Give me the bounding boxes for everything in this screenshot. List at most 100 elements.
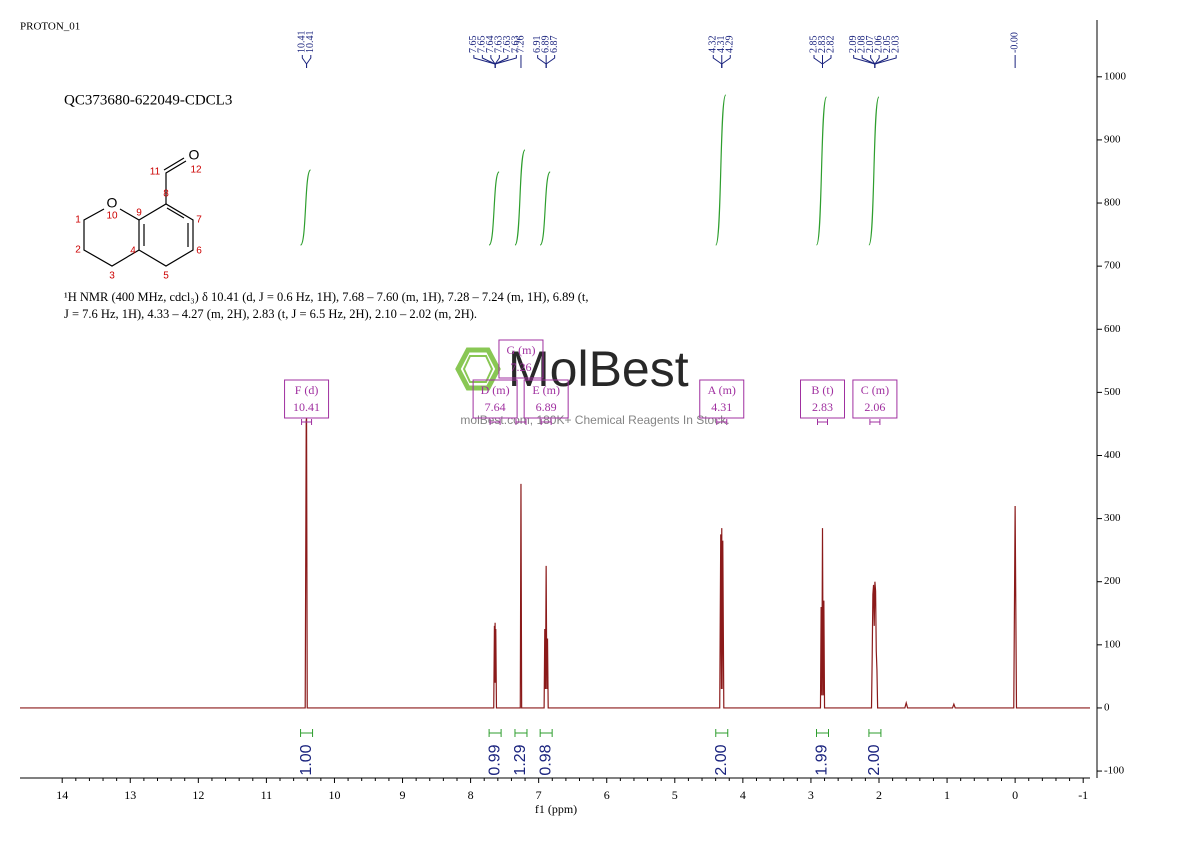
x-tick-label: 0 xyxy=(1012,788,1018,802)
multiplet-range xyxy=(540,419,552,425)
x-tick-label: 14 xyxy=(56,788,68,802)
atom-label: 8 xyxy=(163,189,169,200)
peak-label: 2.03 xyxy=(890,36,901,54)
integral-curve xyxy=(299,169,312,246)
multiplet-range xyxy=(869,419,881,425)
multiplet-box xyxy=(472,379,518,419)
multiplet-shift: 7.64 xyxy=(485,400,506,414)
peak-label: 4.29 xyxy=(725,36,736,54)
multiplet-box xyxy=(284,379,330,419)
integral-bracket xyxy=(868,729,882,737)
description: J = 7.6 Hz, 1H), 4.33 – 4.27 (m, 2H), 2.… xyxy=(64,307,477,321)
multiplet-name: E (m) xyxy=(532,383,560,397)
atom-label: 4 xyxy=(130,246,136,257)
atom-label: 7 xyxy=(196,215,202,226)
multiplet-range xyxy=(301,419,313,425)
peak-label: 6.89 xyxy=(540,36,551,54)
multiplet-name: C (m) xyxy=(861,383,889,397)
x-tick-label: 3 xyxy=(808,788,814,802)
integral-bracket xyxy=(514,729,528,737)
multiplet-name: G (m) xyxy=(506,343,535,357)
peak-pointer xyxy=(874,55,880,68)
y-tick-label: 0 xyxy=(1104,701,1110,713)
multiplet-shift: 6.89 xyxy=(536,400,557,414)
multiplet-name: F (d) xyxy=(295,383,319,397)
multiplet-name: D (m) xyxy=(481,383,510,397)
atom-label: 2 xyxy=(75,245,81,256)
integral-label: 2.00 xyxy=(713,744,730,775)
atom-label: 3 xyxy=(109,271,115,282)
y-tick-label: 100 xyxy=(1104,638,1121,650)
multiplet-range xyxy=(817,419,828,425)
peak-pointer xyxy=(473,55,496,68)
multiplet-shift: 2.83 xyxy=(812,400,833,414)
atom-label: 5 xyxy=(163,271,169,282)
x-tick-label: 10 xyxy=(328,788,340,802)
y-tick-label: 800 xyxy=(1104,197,1121,209)
peak-pointer xyxy=(822,55,832,68)
peak-pointer xyxy=(721,55,731,68)
watermark-tagline: molBest.com, 180K+ Chemical Reagents In … xyxy=(460,413,729,427)
ring-bonds xyxy=(138,203,194,267)
integral-bracket xyxy=(539,729,553,737)
integral-bracket xyxy=(300,729,314,737)
x-tick-label: 6 xyxy=(604,788,610,802)
peak-label: 7.63 xyxy=(502,35,513,53)
y-tick-label: 300 xyxy=(1104,512,1121,524)
multiplet-box xyxy=(800,379,845,419)
atom-label: O xyxy=(189,147,200,163)
peak-pointer xyxy=(306,55,312,68)
integral-bracket xyxy=(715,729,729,737)
atom-label: 6 xyxy=(196,246,202,257)
x-tick-label: 5 xyxy=(672,788,678,802)
peak-label: 2.09 xyxy=(848,36,859,54)
peak-pointer xyxy=(537,55,547,68)
peak-pointer xyxy=(870,55,876,68)
peak-label: 4.32 xyxy=(708,36,719,54)
watermark: MolBest molBest.com, 180K+ Chemical Reag… xyxy=(455,341,730,427)
atom-label: 9 xyxy=(136,208,142,219)
atom-label: 12 xyxy=(190,165,202,176)
multiplet-shift: 4.31 xyxy=(711,400,732,414)
x-tick-label: 12 xyxy=(192,788,204,802)
x-tick-label: 7 xyxy=(536,788,542,802)
multiplet-shift: 10.41 xyxy=(293,400,320,414)
double-bonds xyxy=(143,157,189,247)
peak-label: 7.65 xyxy=(477,36,488,54)
x-tick-label: 2 xyxy=(876,788,882,802)
peak-label: 2.08 xyxy=(856,36,867,54)
multiplet-box xyxy=(523,379,569,419)
sample-name: QC373680-622049-CDCL3 xyxy=(64,92,232,108)
atom-label: 10 xyxy=(106,211,118,222)
x-tick-label: 11 xyxy=(261,788,273,802)
multiplet-shift: 7.26 xyxy=(510,360,531,374)
multiplet-box xyxy=(498,339,544,379)
x-tick-label: 1 xyxy=(944,788,950,802)
integral-label: 1.00 xyxy=(298,744,315,775)
peak-label: 7.63 xyxy=(511,36,522,54)
multiplet-range xyxy=(716,419,728,425)
peak-label: 2.06 xyxy=(873,36,884,54)
peak-label: 6.91 xyxy=(532,36,543,54)
y-tick-label: -100 xyxy=(1104,765,1125,777)
peak-pointer xyxy=(301,55,308,68)
y-tick-label: 500 xyxy=(1104,386,1121,398)
x-axis-label: f1 (ppm) xyxy=(535,802,577,816)
integral-label: 2.00 xyxy=(866,744,883,775)
x-tick-label: 13 xyxy=(124,788,136,802)
peak-label: 6.87 xyxy=(549,36,560,54)
atom-label: 11 xyxy=(150,167,161,178)
y-tick-label: 600 xyxy=(1104,323,1121,335)
peak-label: 7.26 xyxy=(515,36,526,54)
x-tick-label: 9 xyxy=(400,788,406,802)
peak-pointer xyxy=(712,55,723,68)
x-tick-label: 8 xyxy=(468,788,474,802)
logo-mark xyxy=(455,347,501,391)
peak-label: 2.07 xyxy=(865,36,876,54)
peak-label: 10.41 xyxy=(305,31,316,54)
peak-pointer xyxy=(494,55,500,68)
peak-label: 7.63 xyxy=(494,35,505,53)
peak-label: 7.64 xyxy=(485,36,496,54)
integral-curve xyxy=(715,94,727,246)
